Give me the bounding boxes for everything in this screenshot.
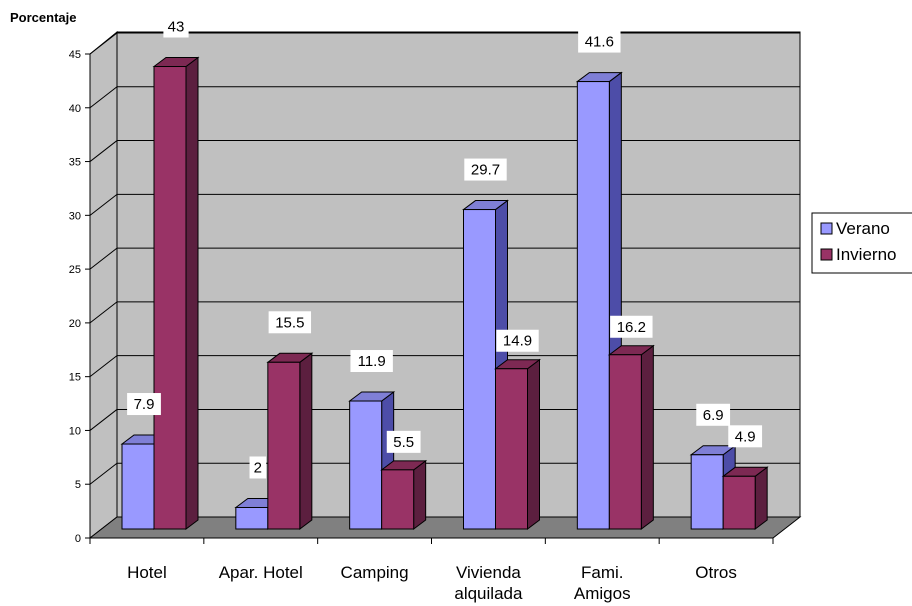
y-tick-label: 15 [69, 372, 81, 384]
data-label: 11.9 [358, 353, 386, 370]
gridline-side [89, 86, 118, 109]
data-label-bg [268, 311, 312, 334]
y-tick-label: 45 [69, 49, 81, 61]
data-label-bg [163, 15, 189, 38]
bar [349, 400, 383, 530]
data-label: 15.5 [275, 314, 304, 331]
y-tick-label: 40 [69, 103, 81, 115]
x-category-label: Otros [695, 563, 737, 582]
bar [235, 506, 269, 530]
bar-side [413, 459, 427, 530]
gridline-side [89, 355, 118, 378]
bar [608, 354, 642, 530]
gridline-side [89, 32, 118, 55]
back-wall [116, 31, 801, 518]
y-tick-label: 20 [69, 318, 81, 330]
data-label: 6.9 [703, 407, 724, 424]
data-label: 5.5 [393, 434, 414, 451]
x-category-label: Camping [341, 563, 409, 582]
bars [120, 56, 769, 530]
bar-side [640, 344, 654, 530]
data-label-bg [386, 430, 421, 453]
legend-label: Verano [836, 219, 890, 238]
data-label: 4.9 [735, 428, 756, 445]
y-axis-title: Porcentaje [10, 10, 76, 25]
x-category-label: Vivienda [456, 563, 521, 582]
x-category-label: Apar. Hotel [219, 563, 303, 582]
data-label: 29.7 [471, 162, 500, 179]
x-category-label: Hotel [127, 563, 167, 582]
data-label-bg [610, 315, 653, 338]
data-label: 14.9 [503, 333, 532, 350]
data-label-bg [578, 30, 621, 53]
y-axis-ticks: 0 5 10 15 20 25 30 35 40 45 [69, 49, 90, 545]
data-label-bg [127, 393, 161, 416]
bar-side [754, 466, 768, 530]
data-label: 43 [168, 19, 185, 36]
data-label: 16.2 [617, 319, 646, 336]
bar [722, 475, 756, 530]
x-category-label: Fami. [581, 563, 624, 582]
legend: Verano Invierno [811, 212, 912, 274]
data-label-bg [496, 329, 539, 352]
x-category-label: alquilada [454, 584, 523, 603]
bar [495, 368, 528, 530]
bar [576, 81, 610, 530]
legend-box [811, 212, 912, 274]
data-label: 7.9 [134, 396, 155, 413]
data-label: 2 [254, 459, 262, 476]
y-tick-label: 35 [69, 157, 81, 169]
legend-swatch [820, 248, 833, 261]
bar [267, 361, 301, 530]
data-labels: 7.9 43 2 15.5 11.9 5.5 29.7 14.9 41.6 16.2 6.9 4.9 [127, 15, 763, 479]
bar-side [299, 352, 313, 530]
bar [690, 454, 724, 530]
bar [463, 209, 496, 530]
y-tick-label: 5 [75, 479, 81, 491]
gridline-side [89, 247, 118, 270]
bar-side [185, 56, 199, 530]
gridline-side [89, 301, 118, 324]
bar [381, 469, 415, 530]
data-label-bg [350, 350, 393, 373]
y-tick-label: 10 [69, 425, 81, 437]
legend-label: Invierno [836, 245, 896, 264]
data-label-bg [696, 403, 731, 426]
side-wall [89, 30, 118, 540]
bar [153, 66, 187, 530]
gridline-side [89, 462, 118, 485]
y-tick-label: 0 [75, 533, 81, 545]
gridline-side [89, 140, 118, 162]
x-category-label: Amigos [574, 584, 631, 603]
legend-swatch [820, 222, 833, 235]
data-label-bg [249, 456, 267, 479]
y-tick-label: 25 [69, 264, 81, 276]
data-label: 41.6 [585, 34, 614, 51]
data-label-bg [464, 158, 507, 181]
x-axis-ticks: Hotel Apar. Hotel Camping Vivienda alquilada… [89, 538, 774, 603]
gridline-side [89, 409, 118, 431]
bar [121, 443, 155, 530]
bar-side [527, 358, 540, 530]
gridline-side [89, 193, 118, 216]
gridlines [89, 32, 800, 485]
data-label-bg [728, 425, 763, 448]
y-tick-label: 30 [69, 210, 81, 222]
